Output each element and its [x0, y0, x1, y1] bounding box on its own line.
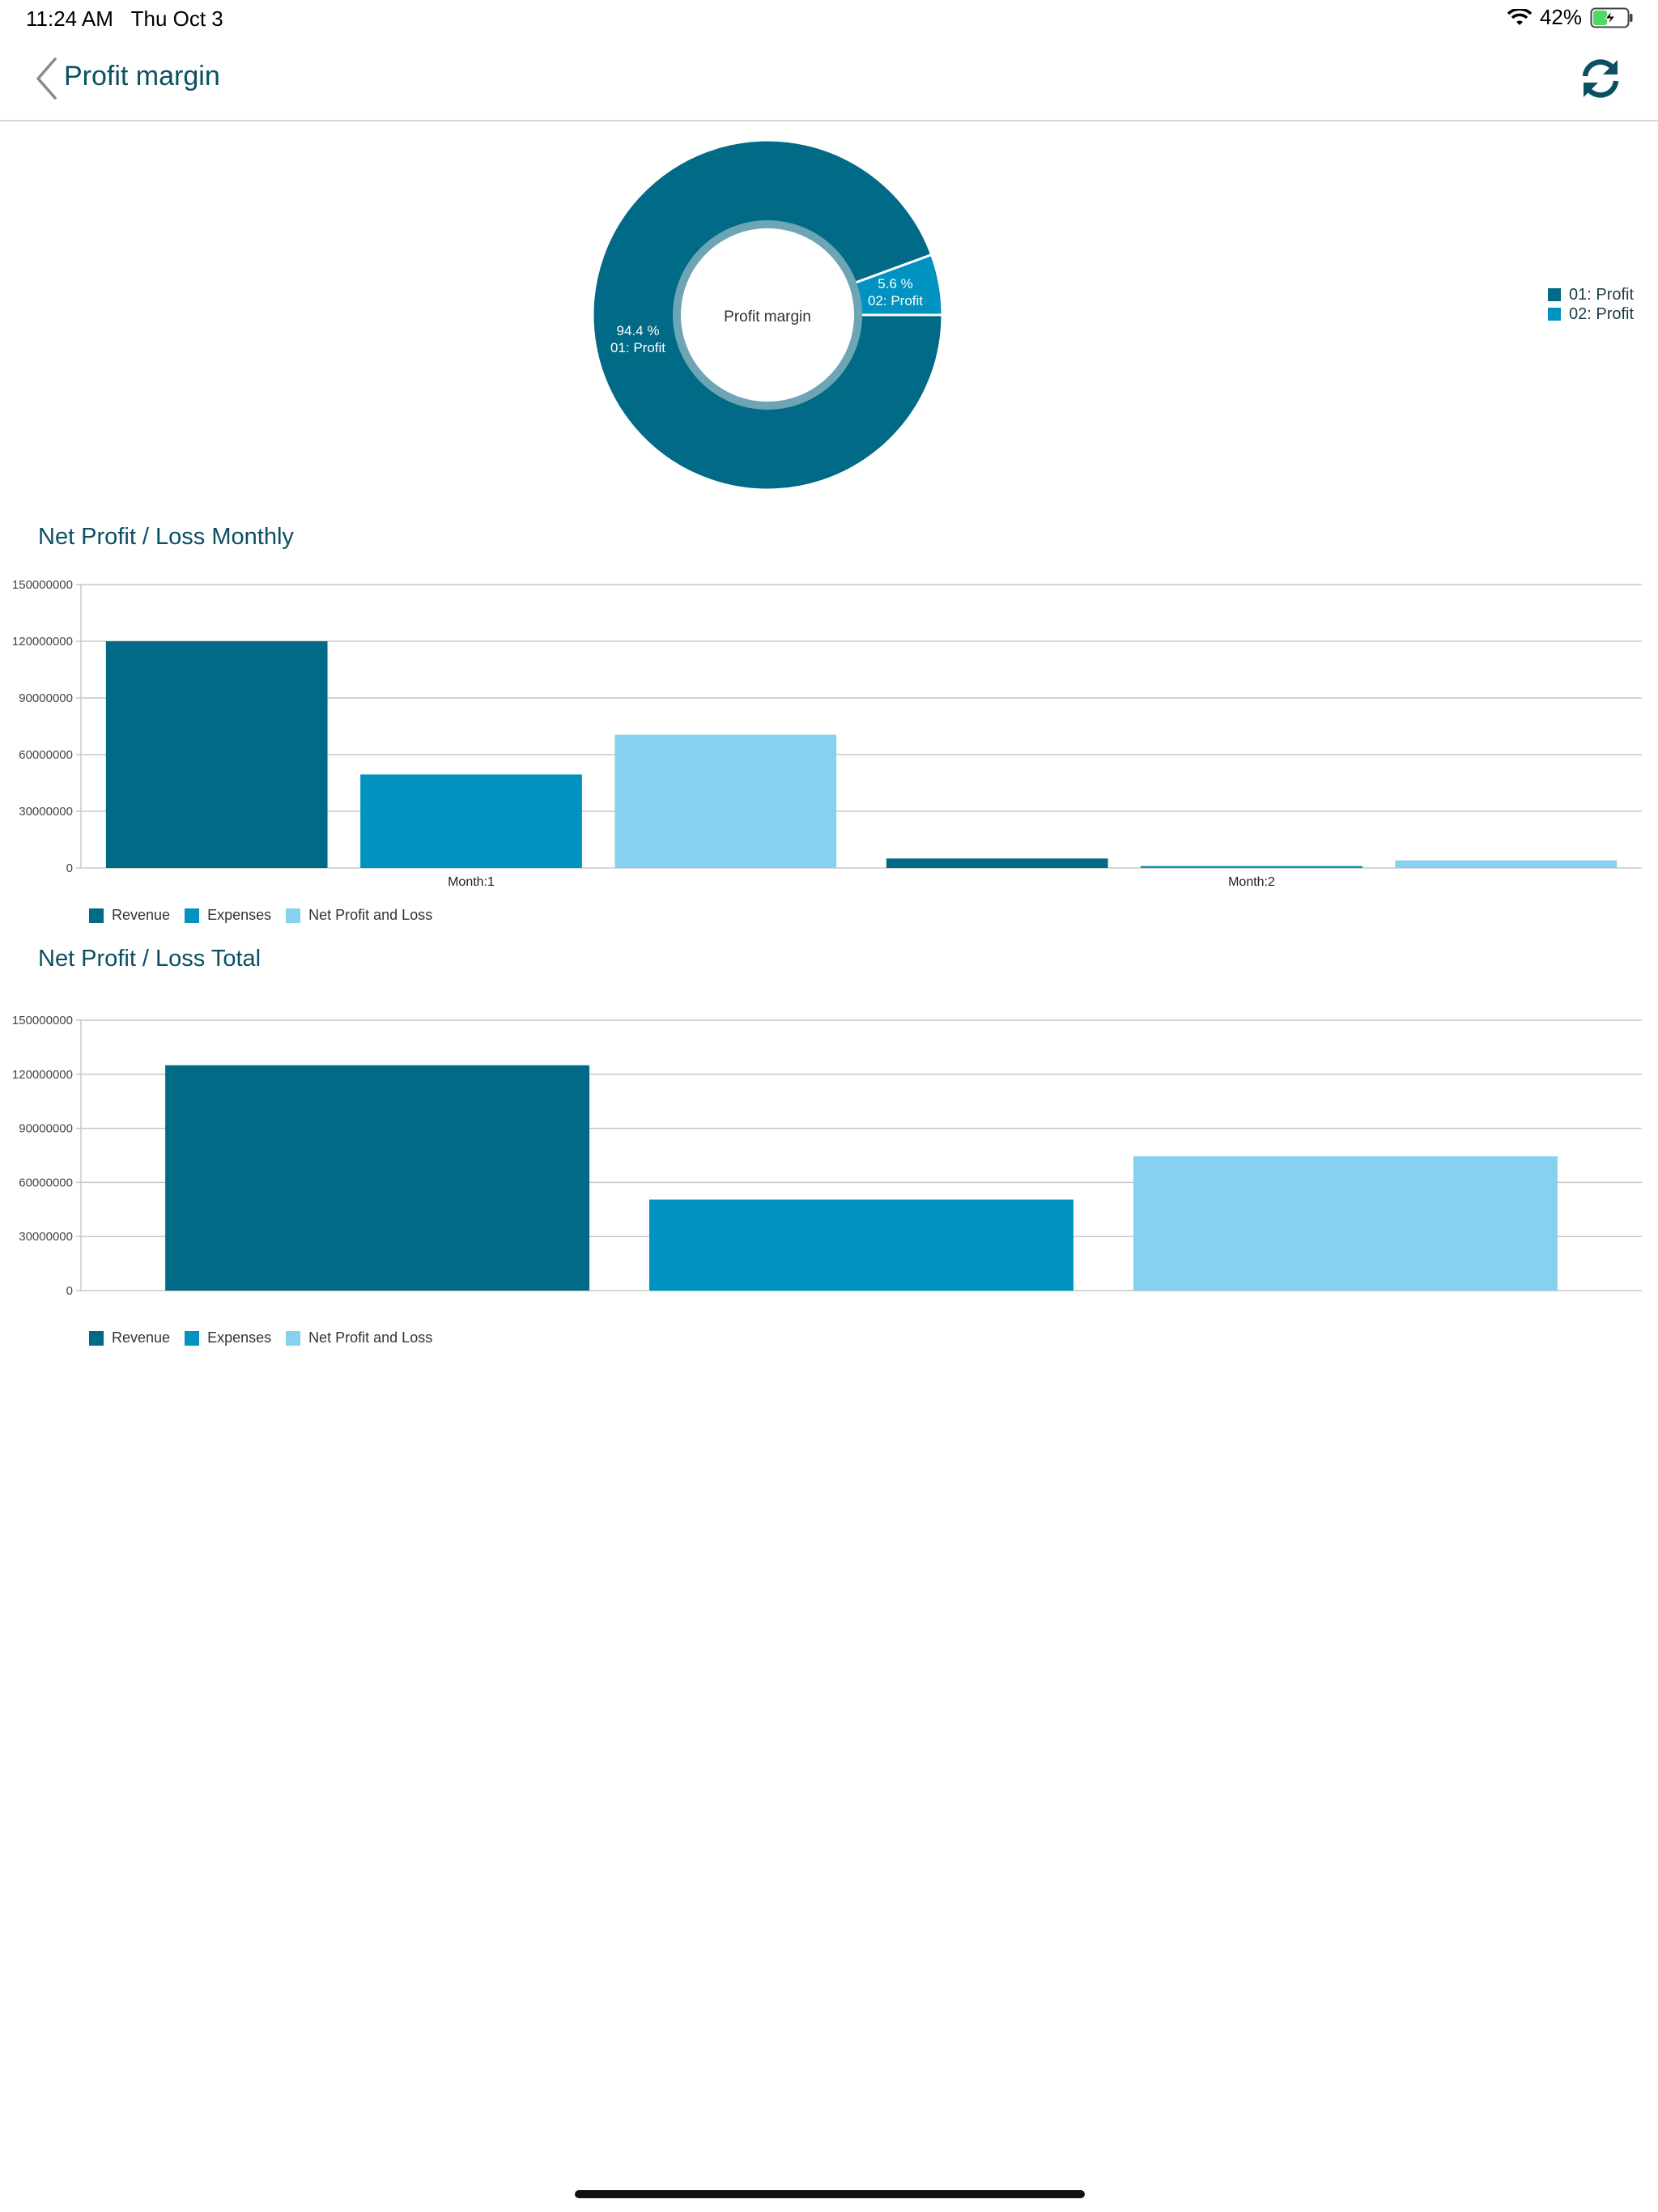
home-indicator	[575, 2190, 1085, 2198]
legend-label: Expenses	[207, 907, 272, 923]
y-tick-label: 0	[66, 1284, 73, 1298]
legend-swatch	[286, 1330, 301, 1346]
wifi-icon	[1507, 8, 1532, 25]
y-tick-label: 90000000	[19, 691, 73, 705]
refresh-icon[interactable]	[1577, 55, 1624, 102]
x-tick-label: Month:1	[448, 875, 495, 889]
legend-swatch	[89, 1330, 104, 1346]
donut-legend: 01: Profit 02: Profit	[1548, 285, 1634, 324]
y-tick-label: 90000000	[19, 1122, 73, 1136]
donut-legend-item: 02: Profit	[1548, 304, 1634, 324]
y-tick-label: 150000000	[12, 578, 73, 592]
bar-expenses[interactable]	[1141, 866, 1363, 868]
page-title: Profit margin	[64, 61, 220, 91]
legend-swatch	[185, 1330, 200, 1346]
total-bar-chart: 0 30000000 60000000 90000000 120000000 150000…	[12, 1014, 1642, 1298]
navigation-bar	[0, 49, 1658, 121]
chevron-left-icon[interactable]	[34, 57, 58, 100]
legend-label: Expenses	[207, 1329, 272, 1346]
y-tick-label: 60000000	[19, 1176, 73, 1189]
battery-charging-icon	[1590, 7, 1633, 28]
donut-legend-label: 02: Profit	[1569, 305, 1635, 323]
donut-center-label: Profit margin	[724, 308, 811, 325]
y-tick-label: 120000000	[12, 1068, 73, 1082]
profit-margin-donut-chart: Profit margin 94.4 % 01: Profit 5.6 % 02…	[591, 138, 944, 491]
bar-expenses[interactable]	[360, 774, 582, 869]
legend-swatch	[286, 908, 301, 923]
status-time-date: 11:24 AM Thu Oct 3	[26, 6, 223, 32]
battery-percent: 42%	[1539, 5, 1582, 29]
monthly-chart-title: Net Profit / Loss Monthly	[38, 524, 294, 550]
bar-revenue[interactable]	[165, 1065, 590, 1291]
bar-revenue[interactable]	[105, 641, 328, 868]
legend-label: Net Profit and Loss	[308, 1329, 433, 1346]
donut-legend-label: 01: Profit	[1569, 286, 1635, 304]
y-tick-label: 0	[66, 861, 73, 875]
legend-item-revenue: Revenue	[89, 907, 170, 924]
slice-2-name-label: 02: Profit	[868, 293, 923, 308]
bar-net-profit-and-loss[interactable]	[1395, 860, 1618, 868]
legend-label: Revenue	[112, 907, 171, 923]
legend-swatch	[89, 908, 104, 923]
bar-net-profit-and-loss[interactable]	[614, 734, 837, 869]
legend-swatch	[1548, 308, 1561, 321]
legend-item-expenses: Expenses	[185, 907, 271, 924]
status-date: Thu Oct 3	[130, 6, 223, 31]
y-tick-label: 60000000	[19, 748, 73, 762]
legend-swatch	[185, 908, 200, 923]
y-tick-label: 30000000	[19, 1230, 73, 1244]
status-indicators: 42%	[1507, 5, 1634, 30]
slice-1-percent-label: 94.4 %	[617, 323, 660, 338]
donut-legend-item: 01: Profit	[1548, 285, 1634, 304]
monthly-bar-chart: 0 30000000 60000000 90000000 120000000 150000…	[12, 578, 1642, 889]
legend-label: Net Profit and Loss	[308, 907, 433, 923]
bar-expenses[interactable]	[649, 1199, 1073, 1291]
legend-item-revenue: Revenue	[89, 1329, 170, 1346]
y-tick-label: 150000000	[12, 1014, 73, 1027]
donut-center	[681, 228, 854, 402]
y-tick-label: 120000000	[12, 635, 73, 649]
bar-net-profit-and-loss[interactable]	[1133, 1156, 1558, 1291]
legend-swatch	[1548, 288, 1561, 301]
monthly-legend: Revenue Expenses Net Profit and Loss	[89, 907, 432, 924]
status-time: 11:24 AM	[26, 6, 113, 31]
total-chart-title: Net Profit / Loss Total	[38, 946, 261, 972]
y-tick-label: 30000000	[19, 805, 73, 819]
slice-1-name-label: 01: Profit	[610, 340, 665, 355]
total-legend: Revenue Expenses Net Profit and Loss	[89, 1329, 432, 1346]
legend-label: Revenue	[112, 1329, 171, 1346]
legend-item-net: Net Profit and Loss	[286, 907, 432, 924]
legend-item-net: Net Profit and Loss	[286, 1329, 432, 1346]
bar-revenue[interactable]	[886, 858, 1108, 868]
slice-2-percent-label: 5.6 %	[878, 276, 912, 291]
x-tick-label: Month:2	[1228, 875, 1275, 889]
legend-item-expenses: Expenses	[185, 1329, 271, 1346]
